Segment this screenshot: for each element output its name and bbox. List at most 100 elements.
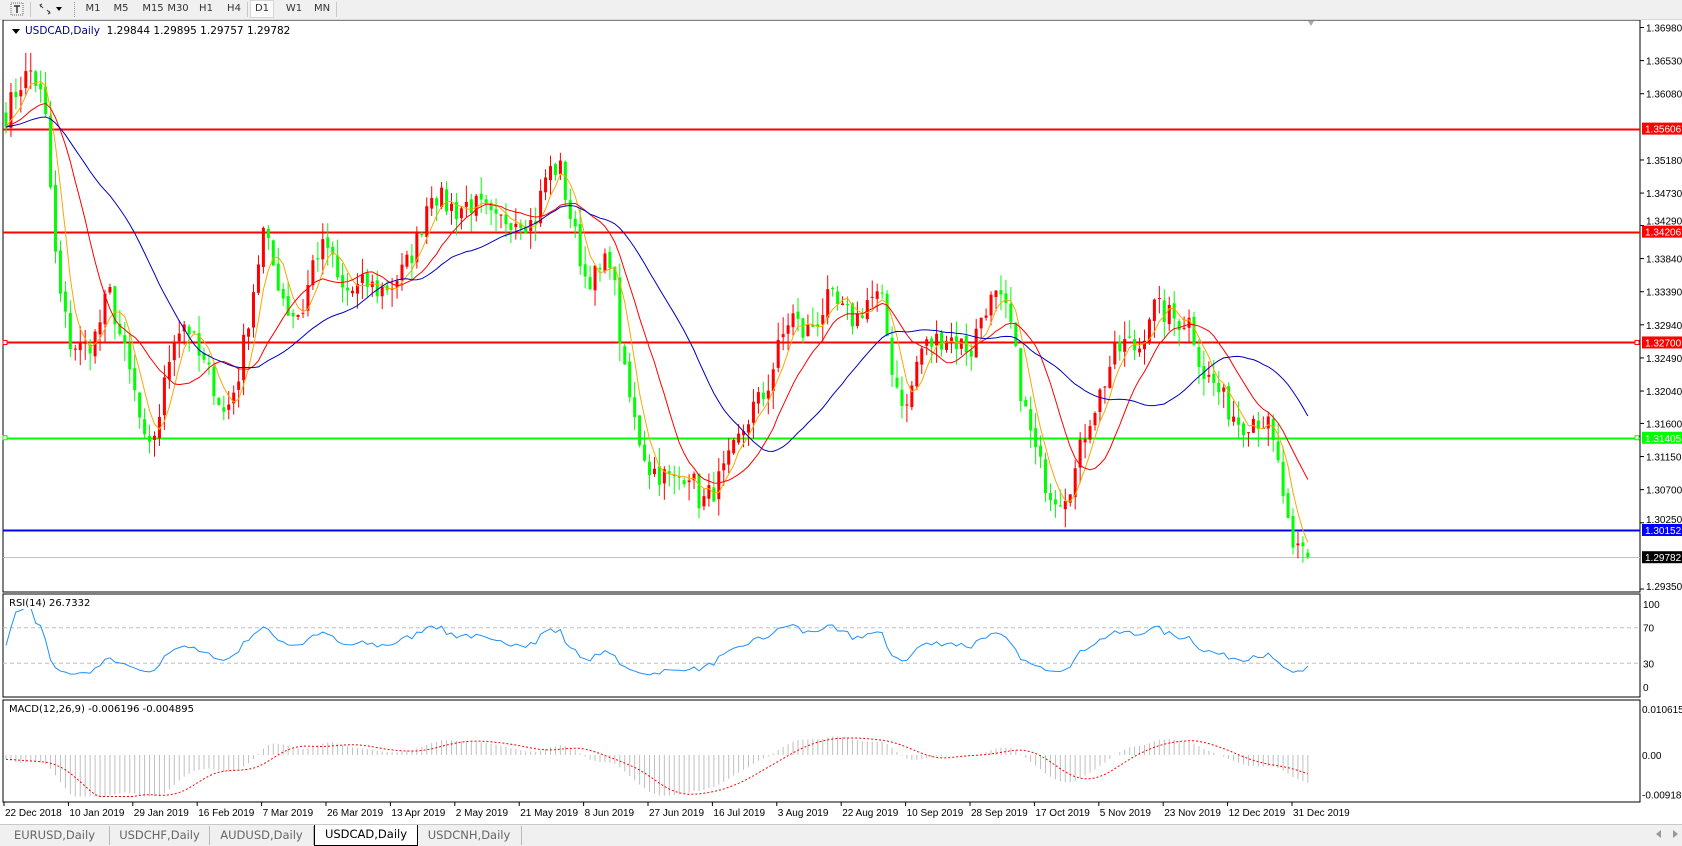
candle-body xyxy=(326,237,330,248)
candle-body xyxy=(346,287,350,291)
candle-body xyxy=(474,195,478,216)
candle-body xyxy=(742,431,746,436)
candle xyxy=(781,317,785,351)
candle xyxy=(256,255,260,296)
candle-body xyxy=(915,361,919,387)
arrows-dropdown-icon[interactable] xyxy=(55,1,63,17)
tab-usdchf-daily[interactable]: USDCHF,Daily xyxy=(110,826,210,845)
price-level-tag xyxy=(1642,551,1682,564)
chart-canvas[interactable]: 1.36980 1.36530 1.36080 1.35180 1.34730 1.342… xyxy=(0,0,1682,824)
timeframe-h4-button[interactable]: H4 xyxy=(227,3,241,14)
candle xyxy=(593,265,597,306)
tab-eurusd-daily[interactable]: EURUSD,Daily xyxy=(0,826,110,845)
tab-audusd-daily[interactable]: AUDUSD,Daily xyxy=(210,826,314,845)
candle-body xyxy=(999,290,1003,295)
candle xyxy=(157,404,161,446)
symbol-label: USDCAD,Daily xyxy=(25,25,100,37)
candle-body xyxy=(291,312,295,317)
timeframe-m1-button[interactable]: M1 xyxy=(85,3,101,14)
tab-usdcnh-daily[interactable]: USDCNH,Daily xyxy=(417,826,522,845)
candle-body xyxy=(1222,387,1226,392)
arrows-tool-icon[interactable] xyxy=(36,1,54,17)
candle xyxy=(682,477,686,488)
candle xyxy=(895,360,899,390)
candle xyxy=(638,415,642,448)
timeframe-d1-button[interactable]: D1 xyxy=(250,0,274,18)
price-level-label: 1.29782 xyxy=(1645,553,1682,564)
candle xyxy=(707,473,711,507)
candle-body xyxy=(598,267,602,270)
candle-body xyxy=(593,265,597,291)
candle-body xyxy=(539,190,543,224)
candle-body xyxy=(1123,339,1127,352)
candle-body xyxy=(568,200,572,219)
candle xyxy=(870,280,874,308)
candle-body xyxy=(682,480,686,485)
candle xyxy=(341,263,345,303)
timeframe-m30-button[interactable]: M30 xyxy=(167,3,189,14)
candle xyxy=(197,315,201,372)
candle-body xyxy=(959,338,963,349)
candle-body xyxy=(850,303,854,327)
candle-body xyxy=(212,366,216,397)
candle xyxy=(1266,412,1270,447)
candle xyxy=(34,69,38,93)
candle xyxy=(643,430,647,463)
candle-body xyxy=(1172,303,1176,319)
timeframe-w1-button[interactable]: W1 xyxy=(285,3,303,14)
candle-body xyxy=(504,214,508,225)
candle-body xyxy=(613,266,617,281)
candle xyxy=(128,332,132,384)
candle-body xyxy=(1113,342,1117,365)
rsi-tick-label: 0 xyxy=(1643,683,1649,694)
candle xyxy=(667,464,671,487)
candle-body xyxy=(192,331,196,333)
candle xyxy=(108,283,112,295)
scroll-right-icon[interactable] xyxy=(1673,830,1678,838)
candle xyxy=(846,296,849,320)
price-tick-label: 1.36530 xyxy=(1646,57,1682,68)
text-tool-icon[interactable] xyxy=(8,1,26,17)
candle xyxy=(83,329,87,360)
candle xyxy=(1068,494,1072,507)
candle-body xyxy=(732,440,736,454)
candle-body xyxy=(791,313,795,328)
timeframe-m15-button[interactable]: M15 xyxy=(142,3,164,14)
candle-body xyxy=(1266,416,1270,429)
tab-usdcad-daily[interactable]: USDCAD,Daily xyxy=(314,825,418,846)
scroll-left-icon[interactable] xyxy=(1656,830,1661,838)
candle xyxy=(355,273,359,309)
candle-body xyxy=(1291,515,1295,548)
candle-body xyxy=(266,228,270,239)
candle-body xyxy=(54,184,57,252)
collapse-triangle-icon[interactable] xyxy=(12,28,20,34)
candle-body xyxy=(113,286,117,325)
candle xyxy=(920,345,924,374)
timeframe-mn-button[interactable]: MN xyxy=(313,3,331,14)
candle xyxy=(1118,335,1122,361)
ohlc-open: 1.29844 xyxy=(106,25,151,37)
candle xyxy=(1019,347,1023,412)
candle xyxy=(603,248,607,274)
candle xyxy=(747,419,750,446)
candle-body xyxy=(157,416,161,439)
candle-body xyxy=(1246,432,1250,434)
candle xyxy=(618,263,622,362)
candle-body xyxy=(58,250,62,294)
timeframe-m5-button[interactable]: M5 xyxy=(113,3,129,14)
candle xyxy=(732,437,736,455)
timeframe-h1-button[interactable]: H1 xyxy=(199,3,213,14)
candle-body xyxy=(603,253,607,271)
candle xyxy=(192,330,196,334)
candle-body xyxy=(1143,340,1146,350)
candle-body xyxy=(400,264,404,281)
candle-body xyxy=(583,264,587,277)
candle-body xyxy=(989,294,993,316)
candle xyxy=(276,247,280,292)
candle-body xyxy=(98,322,102,335)
candle-body xyxy=(633,397,637,418)
candle xyxy=(44,72,48,118)
candle xyxy=(583,246,587,289)
candle-body xyxy=(365,272,369,287)
candle xyxy=(1157,285,1161,314)
